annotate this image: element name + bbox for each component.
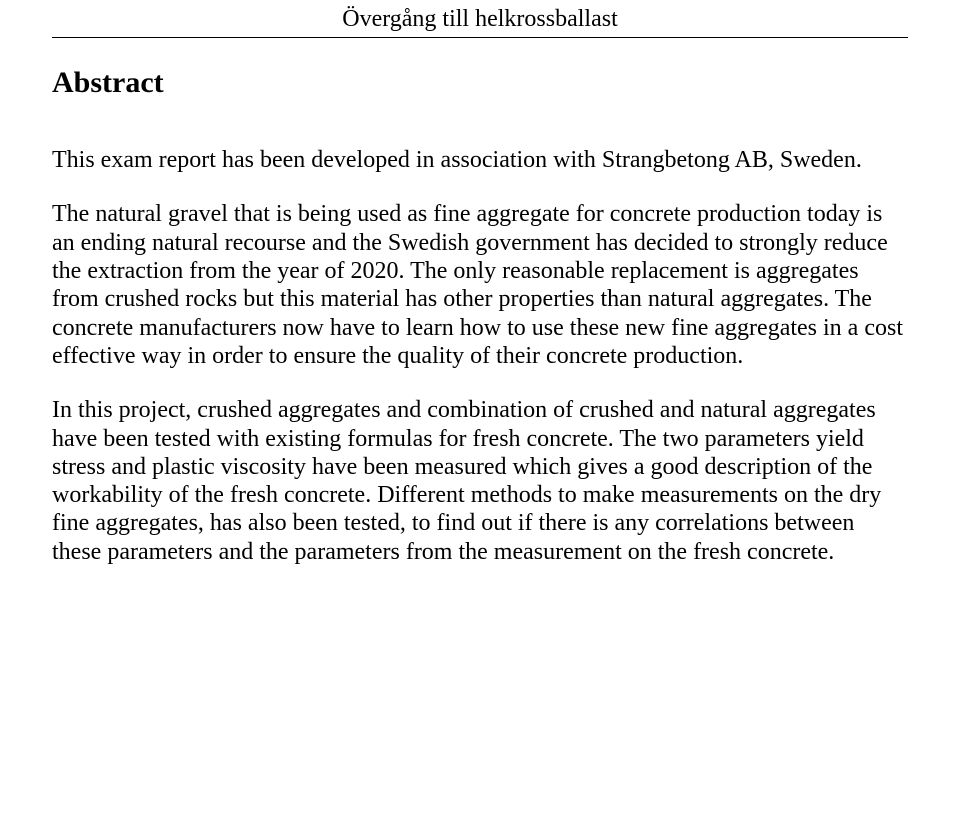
document-page: Övergång till helkrossballast Abstract T… xyxy=(0,6,960,566)
paragraph-1: This exam report has been developed in a… xyxy=(52,146,908,174)
section-heading: Abstract xyxy=(52,66,908,100)
paragraph-3: In this project, crushed aggregates and … xyxy=(52,396,908,566)
paragraph-2: The natural gravel that is being used as… xyxy=(52,200,908,370)
header-rule xyxy=(52,37,908,38)
running-header: Övergång till helkrossballast xyxy=(52,6,908,33)
